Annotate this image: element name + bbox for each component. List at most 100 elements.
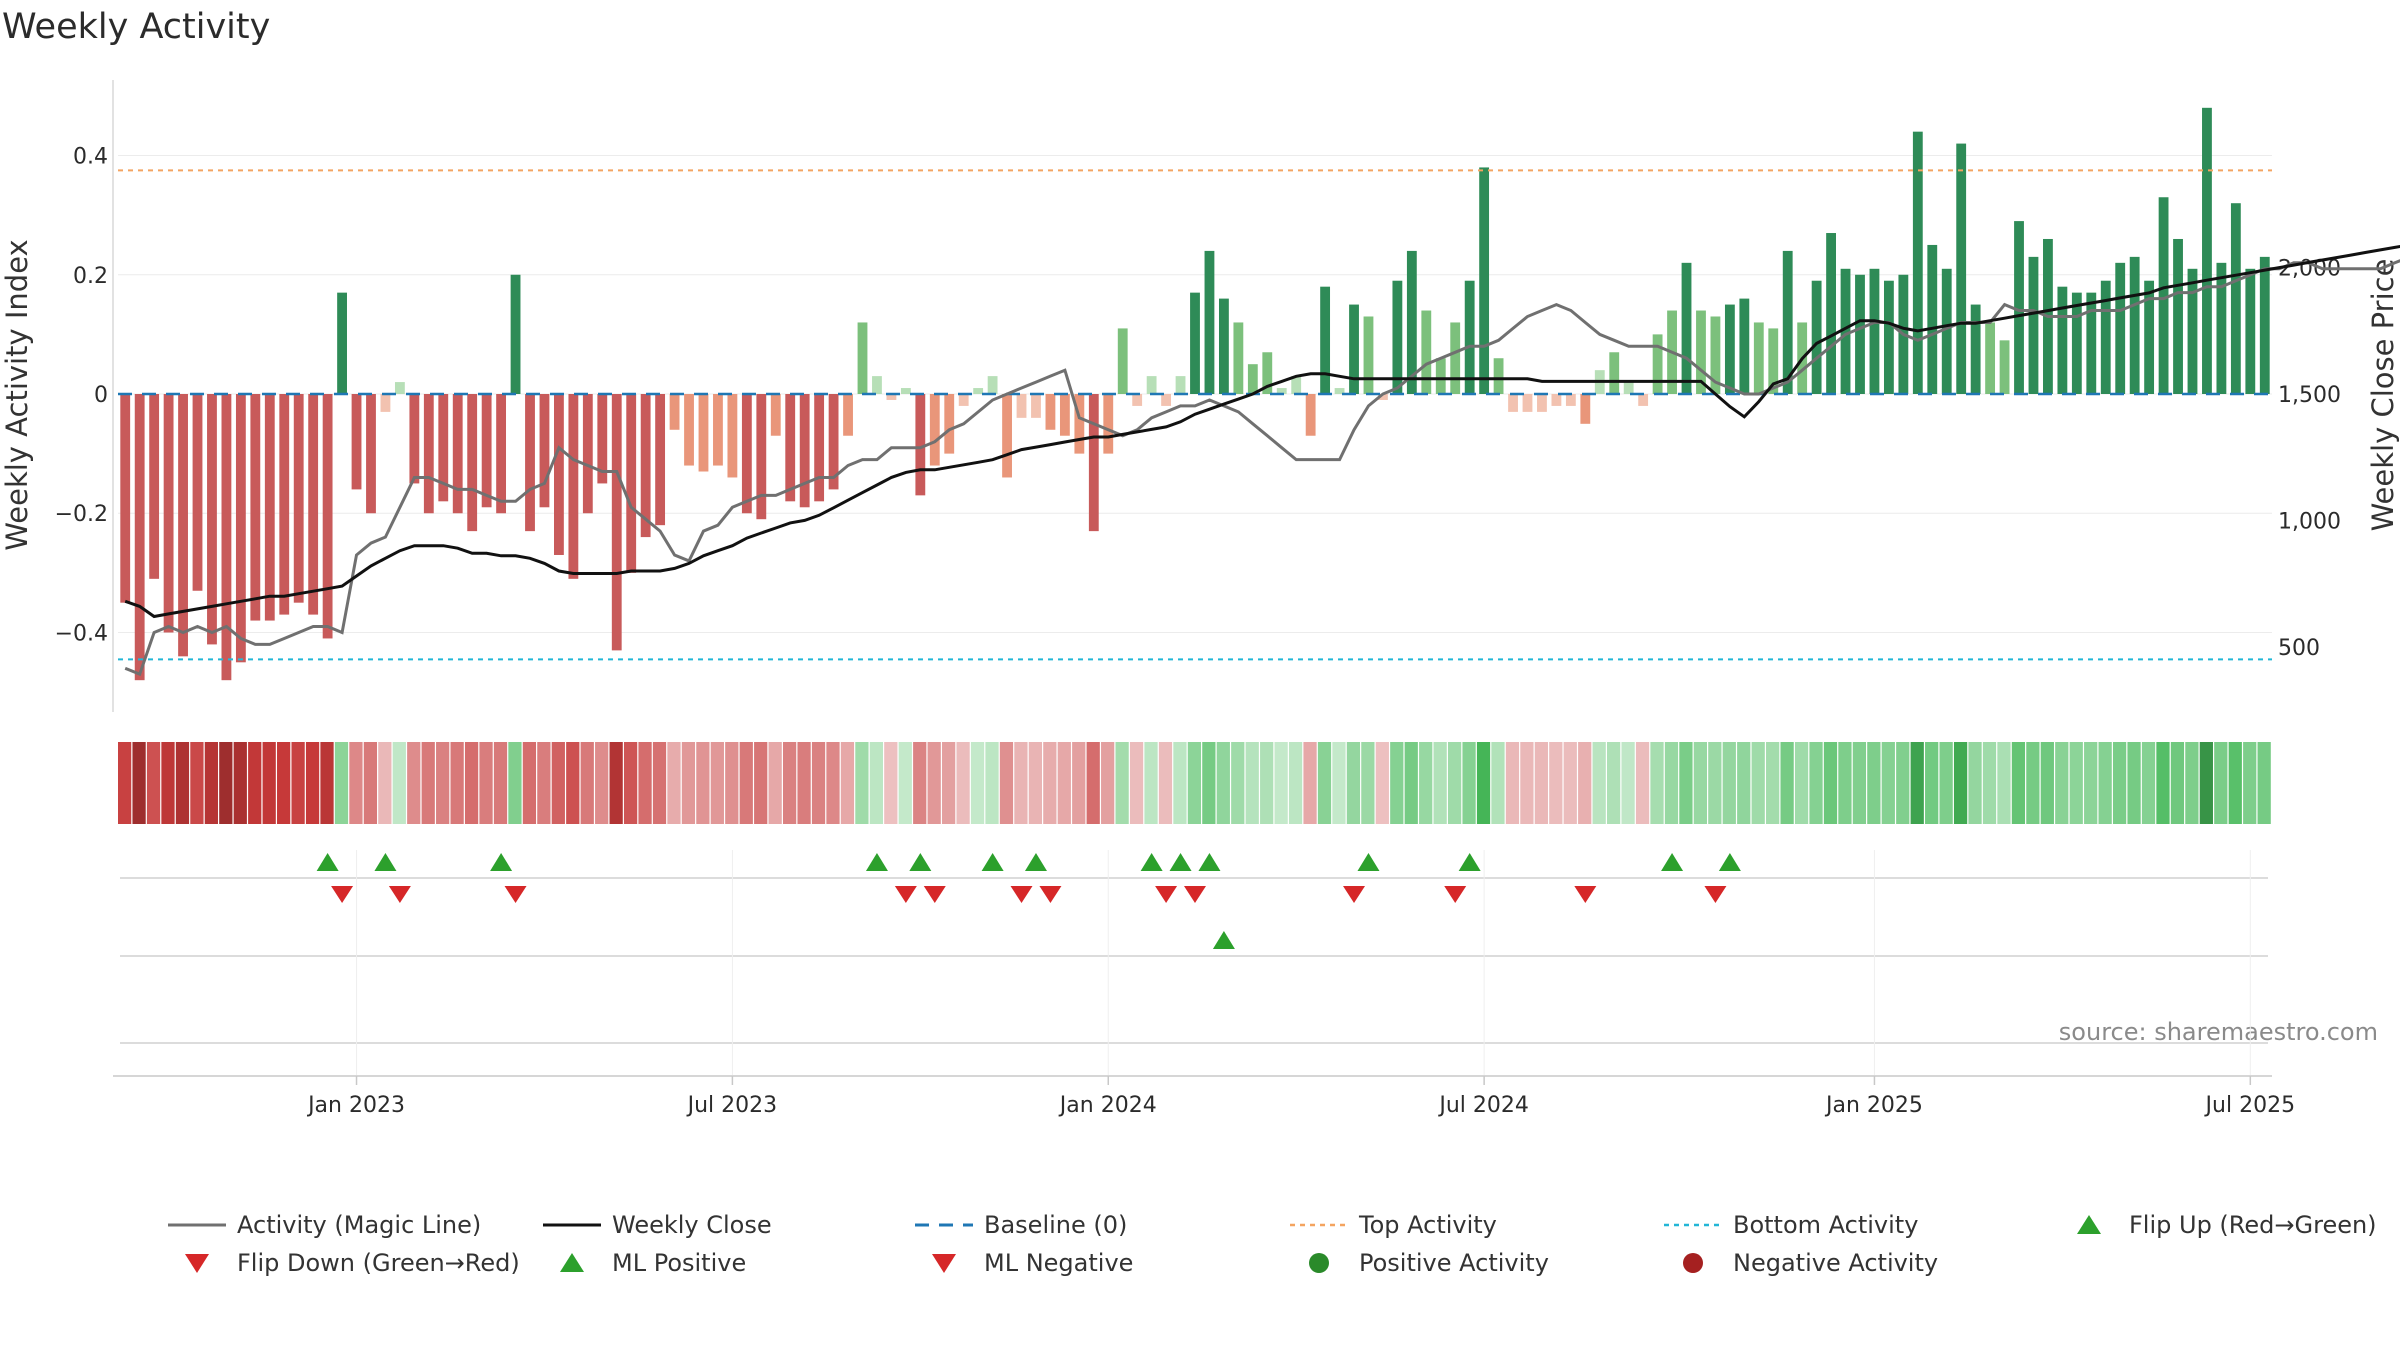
legend-label: Positive Activity: [1359, 1249, 1549, 1277]
legend-item[interactable]: Top Activity: [1290, 1211, 1497, 1239]
flip-down-marker: [1704, 886, 1727, 903]
heat-strip-cell: [2243, 742, 2257, 824]
legend-item[interactable]: Positive Activity: [1309, 1249, 1549, 1277]
y-axis-label: Weekly Activity Index: [0, 239, 34, 550]
activity-bar: [1247, 364, 1258, 394]
x-tick-label: Jan 2023: [306, 1093, 405, 1118]
heat-strip-cell: [956, 742, 970, 824]
heat-strip-cell: [436, 742, 450, 824]
activity-bar: [221, 394, 232, 681]
heat-strip-cell: [146, 742, 161, 824]
heat-strip-cell: [2156, 742, 2170, 824]
activity-bar: [409, 394, 420, 484]
activity-bar: [886, 394, 897, 400]
activity-bar: [2202, 107, 2212, 395]
activity-bar: [713, 394, 723, 466]
heat-strip-cell: [450, 742, 464, 824]
heat-strip-cell: [1361, 742, 1375, 824]
flip-up-marker: [1169, 853, 1192, 871]
heat-strip-cell: [1997, 742, 2011, 824]
activity-bar: [1840, 268, 1851, 394]
heat-strip-cell: [1173, 742, 1187, 824]
legend-item[interactable]: Activity (Magic Line): [168, 1211, 481, 1239]
heat-strip-cell: [1447, 742, 1462, 824]
flip-down-marker: [1155, 886, 1178, 903]
heat-strip-cell: [1202, 742, 1216, 824]
legend-item[interactable]: Weekly Close: [543, 1211, 772, 1239]
legend-item[interactable]: Flip Up (Red→Green): [2077, 1211, 2377, 1239]
y-tick-label: 0.2: [73, 264, 108, 289]
activity-bar: [611, 394, 622, 651]
activity-bar: [597, 394, 608, 484]
heat-strip-cell: [652, 742, 667, 824]
activity-bar: [1681, 262, 1692, 394]
heat-strip-cell: [1346, 742, 1361, 824]
heat-strip-cell: [219, 742, 233, 824]
heat-strip-cell: [566, 742, 580, 824]
activity-bar: [264, 394, 275, 621]
flip-up-marker: [1024, 853, 1047, 871]
heat-strip-cell: [696, 742, 710, 824]
heat-strip-cell: [551, 742, 565, 824]
heat-strip-cell: [522, 742, 537, 824]
heat-strip-cell: [1794, 742, 1809, 824]
activity-bar: [2014, 221, 2024, 394]
activity-bar: [1378, 394, 1388, 400]
magic-line-series: [124, 259, 2400, 677]
activity-bar: [655, 394, 666, 526]
y2-tick-label: 500: [2278, 636, 2320, 661]
heat-strip-cell: [595, 742, 609, 824]
flip-up-marker: [1140, 853, 1163, 871]
activity-bar: [915, 394, 926, 496]
heat-strip-cell: [739, 742, 753, 824]
heat-strip-cell: [1766, 742, 1780, 824]
heat-strip-cell: [291, 742, 305, 824]
heat-strip-cell: [2084, 742, 2098, 824]
heat-strip-cell: [407, 742, 421, 824]
activity-bar: [698, 394, 709, 472]
heat-strip-cell: [609, 742, 623, 824]
triangle-down-icon: [932, 1254, 956, 1273]
activity-bar: [1985, 322, 1996, 394]
legend-item[interactable]: ML Negative: [932, 1249, 1133, 1277]
heat-strip-cell: [2069, 742, 2083, 824]
legend-item[interactable]: Negative Activity: [1683, 1249, 1938, 1277]
activity-bar: [452, 394, 463, 514]
legend-item[interactable]: Flip Down (Green→Red): [185, 1249, 520, 1277]
heat-strip-cell: [999, 742, 1014, 824]
heat-strip-cell: [1852, 742, 1867, 824]
activity-bar: [2144, 280, 2155, 394]
flip-up-marker: [981, 853, 1004, 871]
heat-strip-cell: [826, 742, 840, 824]
heat-strip-cell: [2026, 742, 2040, 824]
activity-bar: [2028, 256, 2039, 394]
legend-label: Flip Down (Green→Red): [237, 1249, 520, 1277]
heat-strip-cell: [1621, 742, 1635, 824]
heat-strip-cell: [1390, 742, 1404, 824]
heat-strip-cell: [1505, 742, 1520, 824]
legend-item[interactable]: Bottom Activity: [1664, 1211, 1918, 1239]
activity-bar: [467, 394, 478, 532]
activity-bar: [1927, 244, 1938, 394]
activity-bar: [1132, 394, 1143, 406]
triangle-up-icon: [2077, 1215, 2101, 1234]
heat-strip-cell: [1086, 742, 1100, 824]
legend-item[interactable]: Baseline (0): [915, 1211, 1127, 1239]
activity-bar: [770, 394, 781, 436]
heat-strip-cell: [2055, 742, 2069, 824]
y2-axis-label: Weekly Close Price: [2366, 259, 2400, 532]
activity-bar: [1479, 167, 1490, 394]
x-tick-label: Jul 2024: [1437, 1093, 1529, 1118]
activity-bar: [1031, 394, 1041, 418]
legend-item[interactable]: ML Positive: [560, 1249, 746, 1277]
activity-bar: [727, 394, 738, 478]
heat-strip-cell: [1592, 742, 1606, 824]
activity-bar: [1956, 143, 1967, 394]
activity-bar: [1117, 328, 1128, 394]
y-tick-label: 0.4: [73, 145, 108, 170]
activity-bar: [1580, 394, 1591, 424]
activity-bar: [1508, 394, 1518, 412]
heat-strip-cell: [1216, 742, 1230, 824]
activity-bar: [1537, 394, 1547, 412]
heat-strip-cell: [1925, 742, 1939, 824]
